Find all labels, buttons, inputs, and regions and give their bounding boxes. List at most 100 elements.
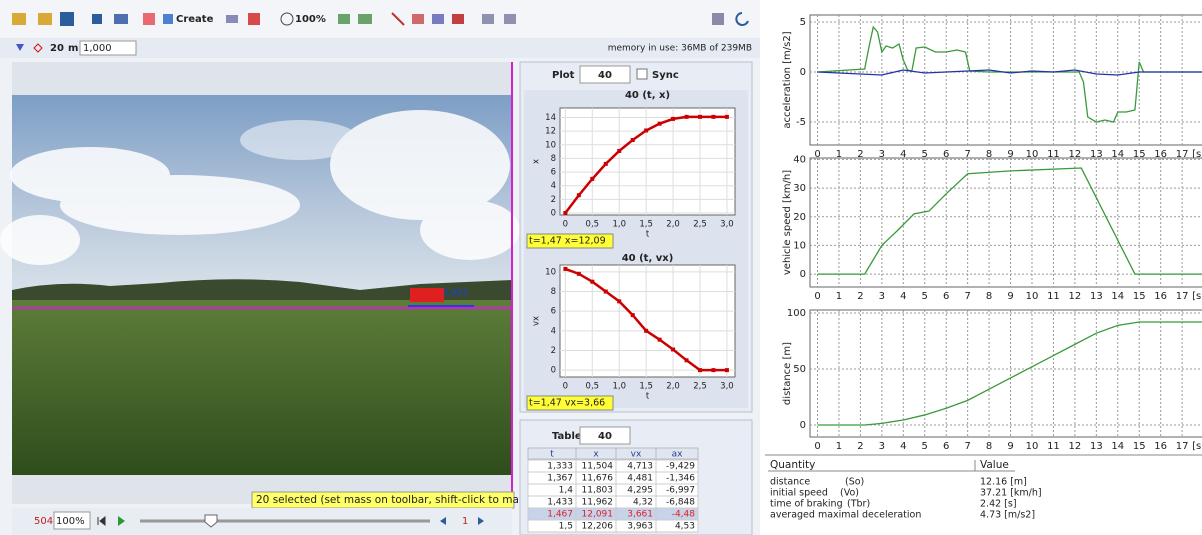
x-tick-label: 0 bbox=[814, 441, 820, 452]
x-tick-label: 17 bbox=[1176, 441, 1189, 452]
step-size[interactable]: 20 bbox=[50, 43, 64, 54]
cell-text: 1,5 bbox=[559, 522, 573, 532]
data-point bbox=[563, 267, 567, 271]
table-label: Table bbox=[552, 431, 582, 442]
scale-value[interactable]: 1,000 bbox=[83, 43, 112, 54]
x-tick-label: 0,5 bbox=[586, 220, 600, 230]
y-tick-label: 10 bbox=[545, 140, 556, 150]
data-point bbox=[671, 347, 675, 351]
axes-icon[interactable] bbox=[143, 13, 155, 25]
notes-icon[interactable] bbox=[712, 13, 724, 25]
open-icon[interactable] bbox=[12, 13, 26, 25]
column-header-text: vx bbox=[631, 450, 642, 460]
quantity: averaged maximal deceleration bbox=[770, 510, 921, 521]
rate-value[interactable]: 100% bbox=[56, 516, 85, 527]
y-tick-label: 30 bbox=[793, 183, 806, 194]
tool-icon[interactable] bbox=[482, 14, 494, 24]
ruler-icon[interactable] bbox=[226, 15, 238, 23]
y-axis-label: vehicle speed [km/h] bbox=[782, 170, 793, 275]
tool-icon[interactable] bbox=[358, 14, 372, 24]
x-tick-label: 13 bbox=[1090, 291, 1103, 302]
data-point bbox=[617, 149, 621, 153]
field bbox=[12, 300, 512, 475]
create-icon[interactable] bbox=[163, 14, 173, 24]
symbol: (Vo) bbox=[840, 488, 859, 499]
cell-text: 3,661 bbox=[627, 510, 653, 520]
x-tick-label: 9 bbox=[1007, 291, 1013, 302]
x-tick-label: 5 bbox=[922, 441, 928, 452]
screen: Create 100% 20 m 1,000 memory in use: 36… bbox=[0, 0, 1202, 535]
tool-icon[interactable] bbox=[412, 14, 424, 24]
tool-icon[interactable] bbox=[338, 14, 350, 24]
data-point bbox=[725, 115, 729, 119]
y-axis-label: distance [m] bbox=[782, 342, 793, 405]
y-tick-label: -5 bbox=[796, 117, 806, 128]
cell-text: 11,504 bbox=[582, 462, 614, 472]
cell-text: 1,4 bbox=[559, 486, 574, 496]
x-tick-label: 1 bbox=[836, 441, 842, 452]
cell-text: 4,481 bbox=[627, 474, 653, 484]
track-icon[interactable] bbox=[114, 14, 128, 24]
tool-icon[interactable] bbox=[452, 14, 464, 24]
data-point bbox=[725, 368, 729, 372]
x-tick-label: 17 bbox=[1176, 291, 1189, 302]
track-name[interactable]: 40 bbox=[598, 70, 612, 81]
y-tick-label: 5 bbox=[800, 17, 806, 28]
y-tick-label: 4 bbox=[551, 326, 556, 336]
column-header-text: ax bbox=[672, 450, 684, 460]
data-point bbox=[711, 115, 715, 119]
x-tick-label: 2,5 bbox=[693, 382, 707, 392]
zoom-button[interactable]: 100% bbox=[295, 14, 326, 25]
save-icon[interactable] bbox=[60, 12, 74, 26]
cell-text: 1,433 bbox=[547, 498, 573, 508]
y-tick-label: 4 bbox=[551, 181, 556, 191]
y-axis-label: vx bbox=[532, 316, 542, 326]
symbol: (Tbr) bbox=[847, 499, 870, 510]
y-tick-label: 8 bbox=[551, 154, 556, 164]
data-point bbox=[698, 368, 702, 372]
open-icon[interactable] bbox=[38, 13, 52, 25]
mark-icon[interactable] bbox=[248, 13, 260, 25]
x-tick-label: 2,0 bbox=[666, 382, 680, 392]
x-unit: [s bbox=[1192, 291, 1201, 302]
cell-text: -6,848 bbox=[666, 498, 695, 508]
x-tick-label: 1,0 bbox=[612, 220, 626, 230]
clip-icon[interactable] bbox=[92, 14, 102, 24]
quantity: time of braking bbox=[770, 499, 843, 510]
data-point bbox=[604, 290, 608, 294]
data-point bbox=[644, 329, 648, 333]
plot-background bbox=[810, 15, 1202, 145]
tool-icon[interactable] bbox=[432, 14, 444, 24]
sync-label[interactable]: Sync bbox=[652, 70, 679, 81]
cell-text: 11,803 bbox=[582, 486, 614, 496]
x-unit: [s bbox=[1192, 441, 1201, 452]
track-name[interactable]: 40 bbox=[598, 431, 612, 442]
x-tick-label: 1,5 bbox=[639, 382, 653, 392]
column-header-text: t bbox=[550, 450, 554, 460]
step-value[interactable]: 1 bbox=[462, 516, 468, 527]
data-point bbox=[631, 138, 635, 142]
y-tick-label: 12 bbox=[545, 127, 556, 137]
sync-checkbox[interactable] bbox=[637, 69, 647, 79]
symbol: (So) bbox=[845, 477, 864, 488]
data-point bbox=[577, 272, 581, 276]
tool-icon[interactable] bbox=[504, 14, 516, 24]
x-tick-label: 7 bbox=[964, 291, 970, 302]
create-button[interactable]: Create bbox=[176, 14, 214, 25]
y-tick-label: 100 bbox=[787, 308, 806, 319]
cell-text: 11,962 bbox=[582, 498, 614, 508]
value: 2.42 [s] bbox=[980, 499, 1017, 510]
x-tick-label: 2 bbox=[857, 441, 863, 452]
x-tick-label: 12 bbox=[1069, 291, 1082, 302]
data-point bbox=[644, 128, 648, 132]
y-tick-label: 40 bbox=[793, 154, 806, 165]
y-axis-label: x bbox=[532, 159, 542, 164]
x-tick-label: 3,0 bbox=[720, 382, 734, 392]
memory-info: memory in use: 36MB of 239MB bbox=[608, 44, 752, 54]
plot-background bbox=[810, 310, 1202, 437]
x-tick-label: 6 bbox=[943, 291, 949, 302]
y-tick-label: 0 bbox=[800, 420, 806, 431]
y-tick-label: 10 bbox=[545, 267, 556, 277]
